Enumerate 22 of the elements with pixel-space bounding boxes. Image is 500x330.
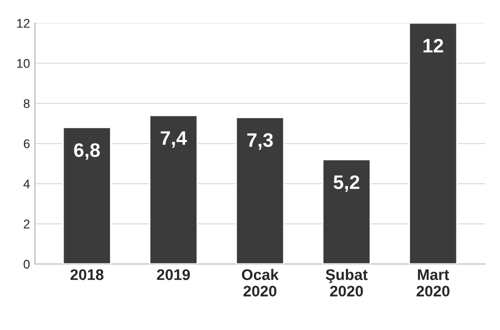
y-tick-label: 0 (24, 260, 30, 269)
bar (148, 114, 198, 264)
data-label: 6,8 (74, 143, 100, 160)
x-tick-label: Ocak 2020 (242, 268, 279, 297)
y-tick-label: 10 (17, 59, 30, 68)
y-tick-label: 8 (24, 99, 30, 108)
data-label: 7,3 (247, 133, 273, 150)
bar (408, 23, 458, 264)
bar (62, 126, 112, 264)
x-tick-label: Şubat 2020 (326, 268, 368, 297)
x-tick-label: Mart 2020 (416, 269, 450, 297)
x-tick-label: 2019 (157, 269, 190, 280)
bar (236, 116, 284, 264)
y-tick-label: 12 (17, 18, 30, 28)
y-tick-label: 4 (23, 180, 30, 188)
x-tick-label: 2018 (70, 269, 104, 280)
y-tick-label: 2 (24, 220, 30, 228)
data-label: 5,2 (334, 175, 360, 192)
bar (322, 158, 372, 264)
data-label: 12 (423, 38, 444, 52)
data-label: 7,4 (160, 131, 187, 148)
y-tick-label: 6 (24, 139, 30, 148)
